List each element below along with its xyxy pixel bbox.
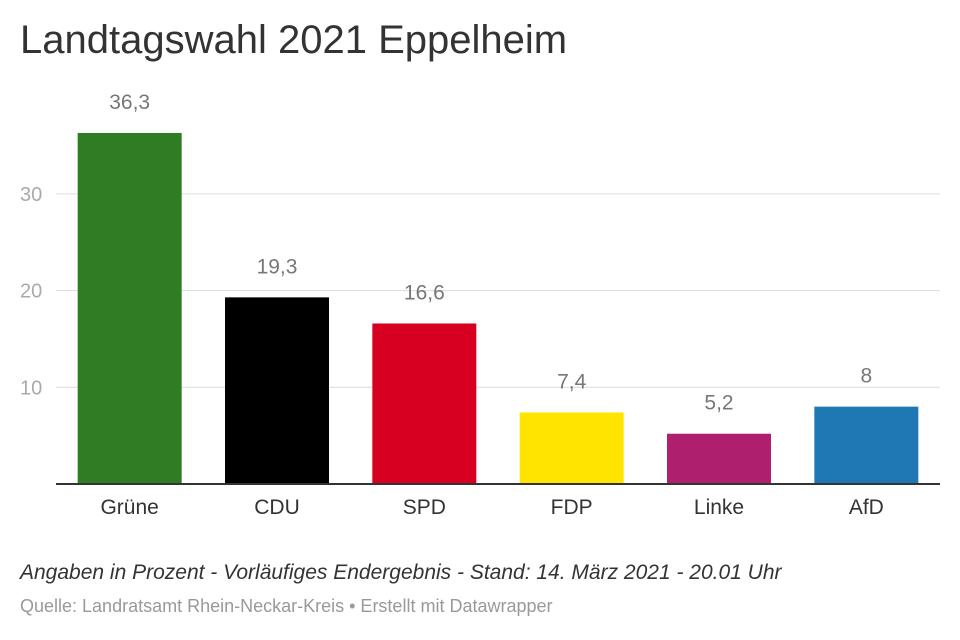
value-label-fdp: 7,4 xyxy=(557,370,587,393)
category-label-afd: AfD xyxy=(849,496,884,519)
bar-fdp xyxy=(519,412,624,484)
category-label-spd: SPD xyxy=(403,496,446,519)
bar-afd xyxy=(814,406,919,484)
category-label-fdp: FDP xyxy=(551,496,593,519)
bar-cdu xyxy=(225,297,329,484)
bar-spd xyxy=(372,323,477,484)
value-label-afd: 8 xyxy=(860,365,872,388)
value-label-spd: 16,6 xyxy=(404,281,445,304)
bar-grne xyxy=(77,132,182,484)
y-tick-label-10: 10 xyxy=(20,377,42,399)
chart-source: Quelle: Landratsamt Rhein-Neckar-Kreis •… xyxy=(20,596,553,616)
category-label-linke: Linke xyxy=(694,496,744,519)
chart-title: Landtagswahl 2021 Eppelheim xyxy=(20,18,568,62)
value-label-cdu: 19,3 xyxy=(257,255,298,278)
bar-chart: 10 20 30 36,3 Grüne 19,3 CDU 16,6 SPD 7,4 FDP 5,2 Li… xyxy=(20,91,940,519)
category-label-cdu: CDU xyxy=(254,496,300,519)
bar-linke xyxy=(667,433,771,484)
y-tick-label-20: 20 xyxy=(20,281,42,303)
y-tick-label-30: 30 xyxy=(20,184,42,206)
category-label-grne: Grüne xyxy=(100,496,158,519)
value-label-grne: 36,3 xyxy=(109,91,150,114)
value-label-linke: 5,2 xyxy=(704,392,733,415)
chart-notes: Angaben in Prozent - Vorläufiges Enderge… xyxy=(20,561,782,584)
